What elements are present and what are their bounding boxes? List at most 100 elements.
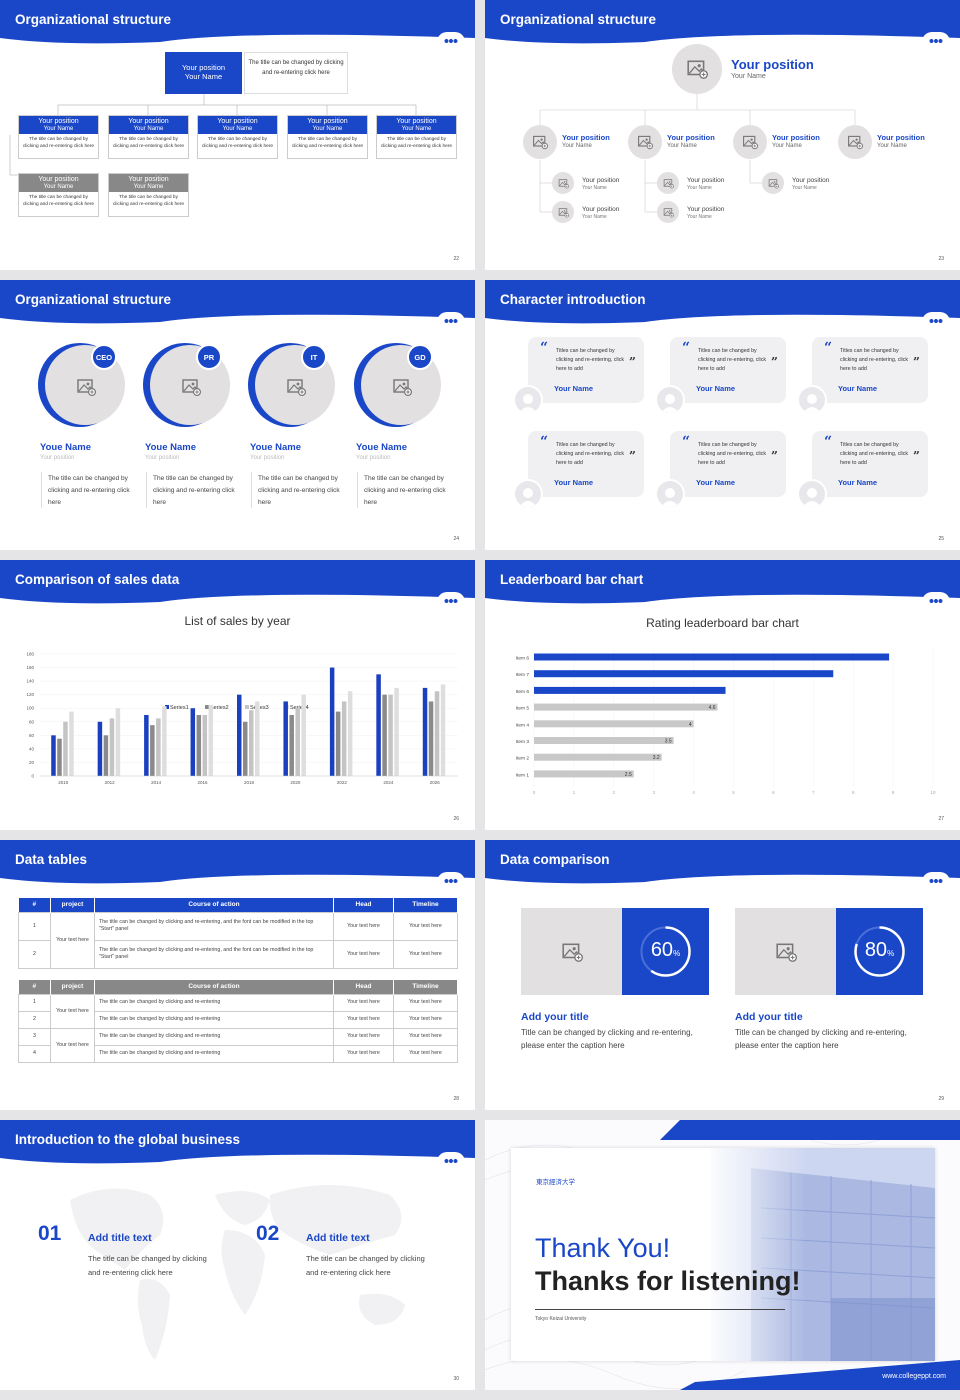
bar [103,735,109,776]
position-label: Your position [307,118,348,125]
slide-28[interactable]: Data tables ⬤⬤⬤ # project Course of action… [0,840,475,1110]
quote-card[interactable] [670,337,786,403]
leaderboard-bar-chart: 0 1 2 3 4 5 6 7 8 9 10 Item 6 Item 7 Item 6 Item 5 4.6 I… [516,650,936,795]
legend-swatch [165,705,169,709]
timeline-cell: Your text here [393,939,458,969]
slide-23[interactable]: Organizational structure ⬤⬤⬤ Your positi… [485,0,960,270]
user-avatar-icon [513,479,543,509]
table-row[interactable]: 1 Your text here The title can be changed … [18,993,458,1029]
image-placeholder-icon [743,135,758,150]
table-row[interactable]: 2 The title can be changed by clicking an… [18,939,458,969]
slide-27[interactable]: Leaderboard bar chart ⬤⬤⬤ Rating leaderb… [485,560,960,830]
avatar[interactable] [523,125,557,159]
image-placeholder-icon [768,178,779,188]
org-node[interactable]: Your position Your Name The title can be c… [18,115,99,159]
y-tick-label: 160 [26,665,34,670]
x-tick-label: 2012 [105,780,116,785]
avatar-small[interactable] [657,201,679,223]
quote-card[interactable] [528,337,644,403]
quote-author: Your Name [838,384,878,393]
user-avatar-icon [655,385,685,415]
bar [534,737,674,744]
row-number: 2 [18,1010,51,1029]
y-tick-label: Item 2 [516,756,530,762]
x-tick-label: 5 [732,790,735,795]
bar [534,703,718,711]
person-desc: The title can be changed by clicking and… [153,475,235,506]
bar [422,687,428,776]
org-node[interactable]: Your position Your Name The title can be c… [108,115,189,159]
quote-open-icon: “ [682,434,691,450]
table-row[interactable]: 3 Your text here The title can be changed … [18,1027,458,1063]
table-row[interactable]: 1 Your text here The title can be changed … [18,911,458,969]
image-placeholder-icon [638,135,653,150]
quote-card[interactable] [812,337,928,403]
head-cell: Your text here [333,1027,394,1046]
org-node-header: Your position Your Name [19,174,98,192]
top-avatar[interactable] [672,44,722,94]
avatar-small[interactable] [552,172,574,194]
org-node[interactable]: Your position Your Name The title can be c… [18,173,99,217]
name-label: Your Name [401,125,432,132]
action-table-2: # project Course of action Head Timeline 1 You… [18,980,458,1063]
position-label: Your position [396,118,437,125]
org-node[interactable]: Your position Your Name The title can be c… [108,173,189,217]
slide-30[interactable]: Introduction to the global business ⬤⬤⬤ … [0,1120,475,1390]
table-row[interactable]: 4 The title can be changed by clicking an… [18,1044,458,1063]
slide-31[interactable]: 東京經済大学 Thank You! Thanks for listening! … [485,1120,960,1390]
position-label: Your position [217,118,258,125]
university-logo: ⬤⬤⬤ [437,312,465,326]
position-label: Your position [667,133,715,142]
top-description-box[interactable]: The title can be changed by clicking and… [244,52,348,94]
slide-29[interactable]: Data comparison ⬤⬤⬤ 60% Add your title Tit… [485,840,960,1110]
image-placeholder[interactable] [735,908,836,995]
bar [51,735,56,776]
slide-24[interactable]: Organizational structure ⬤⬤⬤ CEO Youe Nam… [0,280,475,550]
slide-22[interactable]: Organizational structure ⬤⬤⬤ Your positi… [0,0,475,270]
world-map-background [70,1185,405,1360]
role-badge-label: CEO [95,352,113,362]
org-node[interactable]: Your position Your Name The title can be c… [197,115,278,159]
legend-swatch [205,705,209,709]
position-label: Your position [792,177,830,184]
thanks-card: 東京經済大学 Thank You! Thanks for listening! … [511,1148,935,1361]
page-number: 23 [938,256,944,262]
avatar[interactable] [733,125,767,159]
quote-card[interactable] [670,431,786,497]
bar [57,738,62,776]
quote-card[interactable] [812,431,928,497]
action-table-1: # project Course of action Head Timeline 1 You… [18,898,458,969]
column-header: Timeline [393,980,458,994]
timeline-cell: Your text here [393,1044,458,1063]
bar [63,721,68,776]
avatar-small[interactable] [762,172,784,194]
slide-25[interactable]: Character introduction ⬤⬤⬤ “ Titles can b… [485,280,960,550]
bar [97,721,103,776]
avatar[interactable] [628,125,662,159]
image-placeholder[interactable] [521,908,622,995]
avatar[interactable] [838,125,872,159]
head-cell: Your text here [333,1010,394,1029]
org-node[interactable]: Your position Your Name The title can be c… [376,115,457,159]
website-url[interactable]: www.collegeppt.com [882,1373,946,1380]
avatar-small[interactable] [657,172,679,194]
image-placeholder-icon [663,207,674,217]
name-label: Your Name [43,183,74,190]
slide-26[interactable]: Comparison of sales data ⬤⬤⬤ List of sal… [0,560,475,830]
slide-header [485,280,960,326]
percent-unit: % [887,949,895,958]
campus-building-photo [511,1148,935,1361]
top-position-box[interactable]: Your position Your Name [165,52,242,94]
name-label: Your Name [312,125,343,132]
quote-card[interactable] [528,431,644,497]
avatar-small[interactable] [552,201,574,223]
name-label: Your Name [562,143,592,149]
head-cell: Your text here [333,1044,394,1063]
image-placeholder-icon [558,207,569,217]
item-desc: The title can be changed by clicking and… [88,1254,207,1277]
x-tick-label: 2014 [151,780,162,785]
org-node[interactable]: Your position Your Name The title can be c… [287,115,368,159]
quote-close-icon: ” [629,355,636,369]
action-cell: The title can be changed by clicking and… [94,1027,334,1046]
top-name: Your Name [731,73,766,80]
